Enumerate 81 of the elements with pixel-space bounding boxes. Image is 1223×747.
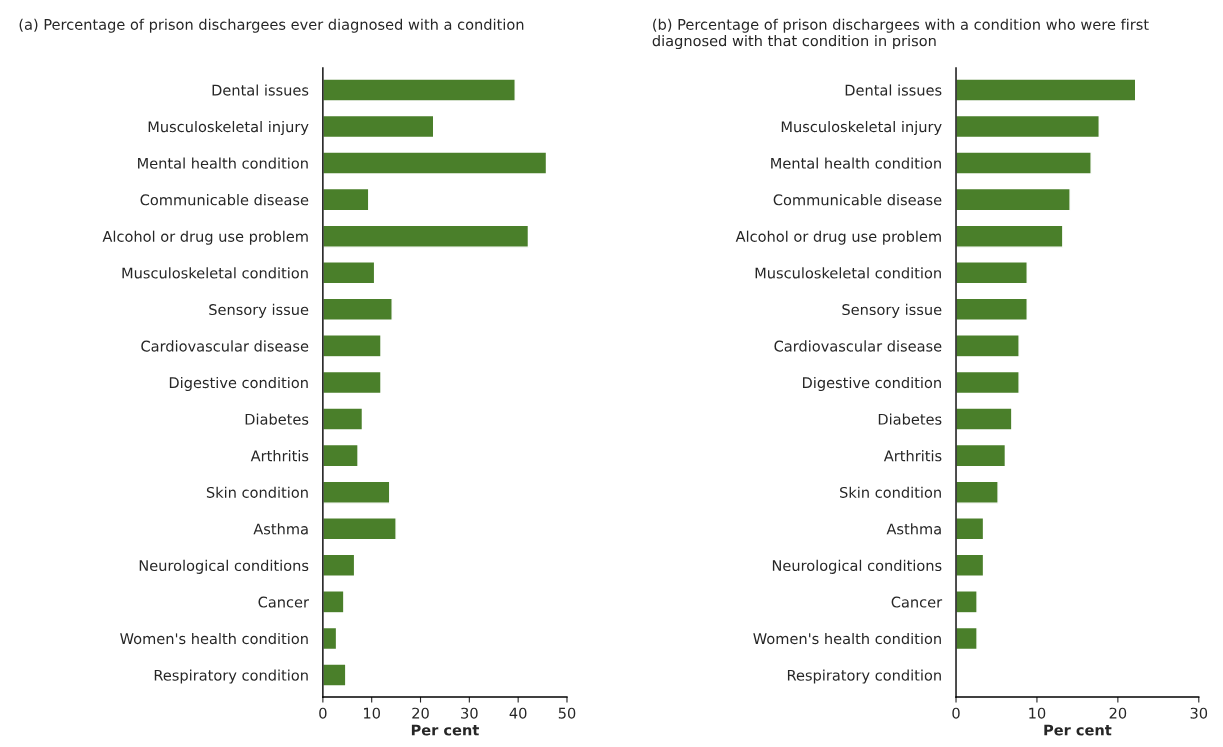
bar: [956, 553, 985, 577]
bar: [956, 151, 1092, 175]
y-tick-label: Alcohol or drug use problem: [735, 230, 941, 245]
y-tick-label: Musculoskeletal condition: [122, 267, 308, 279]
bar: [322, 517, 397, 541]
x-tick-label: 30: [1190, 707, 1208, 719]
y-tick-label: Arthritis: [883, 450, 942, 462]
y-tick-label: Musculoskeletal injury: [781, 120, 942, 136]
y-tick-label: Communicable disease: [140, 194, 309, 206]
bar: [322, 78, 516, 102]
y-tick-label: Dental issues: [212, 84, 309, 96]
bar: [956, 297, 1028, 321]
bar: [322, 370, 382, 395]
bar: [322, 590, 345, 614]
x-tick-label: 30: [461, 707, 478, 719]
x-tick-label: 10: [1029, 707, 1046, 719]
y-tick-label: Skin condition: [840, 486, 941, 498]
bar: [956, 261, 1028, 285]
bar: [956, 78, 1137, 102]
bar: [322, 151, 548, 175]
y-tick-label: Women's health condition: [120, 632, 308, 645]
y-tick-label: Cardiovascular disease: [141, 340, 309, 352]
y-tick-label: Mental health condition: [138, 157, 308, 169]
chart-title: (a) Percentage of prison dischargees ever diagnosed with a condition: [19, 18, 524, 33]
y-tick-label: Arthritis: [250, 450, 309, 462]
y-tick-label: Alcohol or drug use problem: [102, 230, 308, 245]
y-tick-label: Dental issues: [845, 84, 942, 96]
bar: [956, 517, 985, 541]
bar: [322, 663, 347, 687]
y-tick-label: Sensory issue: [842, 303, 942, 318]
x-axis-title: Per cent: [411, 724, 479, 736]
bar: [956, 224, 1064, 248]
x-axis-title: Per cent: [1044, 724, 1112, 736]
y-tick-label: Mental health condition: [771, 157, 941, 169]
bar: [956, 334, 1020, 358]
bar: [322, 297, 393, 321]
chart-title: (b) Percentage of prison dischargees with a condition who were first diagnosed with that condition in prison: [652, 18, 1149, 50]
y-tick-label: Diabetes: [245, 413, 309, 425]
y-tick-label: Communicable disease: [773, 194, 942, 206]
x-tick-label: 50: [558, 707, 576, 719]
y-tick-label: Respiratory condition: [787, 669, 941, 684]
bar: [322, 261, 376, 285]
x-tick-label: 0: [319, 707, 327, 719]
y-tick-label: Skin condition: [206, 486, 308, 498]
bar: [956, 187, 1071, 212]
y-tick-label: Digestive condition: [803, 376, 941, 392]
x-tick-label: 10: [364, 707, 380, 719]
bar: [322, 480, 391, 504]
y-tick-label: Respiratory condition: [154, 669, 308, 684]
bar: [322, 114, 435, 139]
y-tick-label: Cancer: [891, 596, 943, 608]
y-tick-label: Musculoskeletal injury: [148, 120, 309, 136]
y-tick-label: Women's health condition: [753, 632, 941, 645]
bar: [322, 626, 338, 651]
bar: [956, 407, 1013, 431]
bar: [322, 224, 530, 248]
x-tick-label: 0: [952, 707, 960, 719]
bar: [956, 626, 978, 651]
y-tick-label: Sensory issue: [209, 303, 309, 318]
bar: [956, 443, 1007, 468]
y-tick-label: Cancer: [258, 596, 309, 608]
bar: [322, 443, 359, 468]
y-tick-label: Musculoskeletal condition: [755, 267, 941, 279]
bar: [956, 590, 978, 614]
y-tick-label: Diabetes: [878, 413, 942, 425]
y-tick-label: Asthma: [253, 523, 308, 535]
bar: [956, 480, 999, 504]
x-tick-label: 40: [509, 707, 527, 719]
bar: [956, 370, 1020, 395]
bar: [956, 114, 1100, 139]
x-tick-label: 20: [412, 707, 429, 719]
x-tick-label: 20: [1109, 707, 1127, 719]
y-tick-label: Digestive condition: [169, 376, 308, 392]
bar: [322, 407, 364, 431]
bar: [322, 553, 356, 577]
y-tick-label: Neurological conditions: [139, 559, 309, 574]
bar: [322, 187, 370, 212]
y-tick-label: Asthma: [886, 523, 941, 535]
y-tick-label: Cardiovascular disease: [774, 340, 942, 352]
bar: [322, 334, 382, 358]
y-tick-label: Neurological conditions: [772, 559, 942, 574]
